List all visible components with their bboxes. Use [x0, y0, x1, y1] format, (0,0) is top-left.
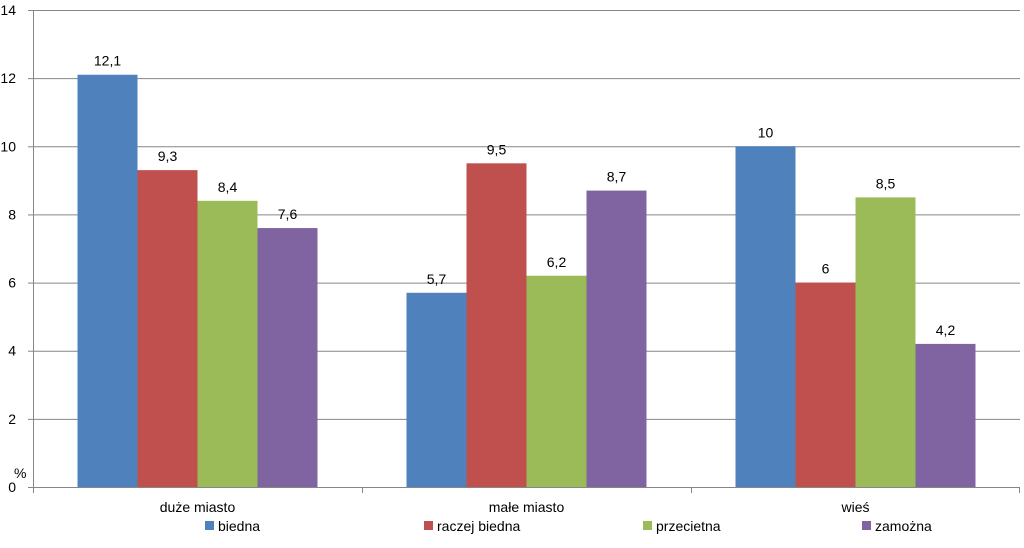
y-tick-label: 10: [0, 138, 16, 154]
legend-item: biedna: [205, 518, 260, 534]
x-category-label: małe miasto: [489, 499, 565, 515]
data-label: 12,1: [94, 53, 121, 69]
legend-item: zamożna: [862, 518, 932, 534]
y-tick-label: 14: [0, 2, 16, 18]
legend-swatch: [205, 521, 214, 530]
bar: [526, 275, 587, 487]
y-axis-unit-label: %: [14, 465, 26, 481]
data-label: 10: [758, 124, 774, 140]
bar: [77, 74, 138, 487]
data-label: 6,2: [547, 254, 567, 270]
data-label: 8,4: [218, 179, 238, 195]
legend-label: przecietna: [656, 518, 721, 534]
legend-item: przecietna: [643, 518, 721, 534]
legend-label: zamożna: [875, 518, 932, 534]
bar: [406, 292, 467, 487]
bars: [77, 74, 976, 488]
data-label: 4,2: [936, 322, 956, 338]
y-tick-label: 12: [0, 70, 16, 86]
legend: biedna raczej biedna przecietna zamożna: [205, 518, 932, 534]
legend-swatch: [424, 521, 433, 530]
bar: [257, 228, 318, 488]
axes: 0 2 4 6 8 10 12 14% duże miasto małe miasto wieś: [0, 2, 1020, 515]
data-label: 9,5: [487, 141, 507, 157]
data-label: 5,7: [427, 271, 447, 287]
data-label: 8,5: [876, 175, 896, 191]
bar: [197, 200, 258, 488]
legend-label: biedna: [218, 518, 260, 534]
bar: [466, 163, 527, 488]
bar: [915, 343, 976, 487]
data-label: 7,6: [278, 206, 298, 222]
y-tick-label: 6: [8, 275, 16, 291]
bar: [735, 146, 796, 488]
y-tick-label: 8: [8, 206, 16, 222]
legend-swatch: [643, 521, 652, 530]
data-label: 6: [822, 261, 830, 277]
x-category-label: duże miasto: [160, 499, 236, 515]
data-labels: 12,1 9,3 8,4 7,6 5,7 9,5 6,2 8,7 10 6 8,5 4,2: [94, 53, 956, 338]
legend-item: raczej biedna: [424, 518, 520, 534]
legend-swatch: [862, 521, 871, 530]
x-category-label: wieś: [840, 499, 869, 515]
bar: [795, 282, 856, 487]
bar: [137, 170, 198, 487]
bar: [855, 197, 916, 487]
y-tick-label: 2: [8, 411, 16, 427]
data-label: 9,3: [158, 148, 178, 164]
y-tick-label: 4: [8, 343, 16, 359]
bar: [586, 190, 647, 488]
data-label: 8,7: [607, 169, 627, 185]
y-tick-label: 0: [8, 479, 16, 495]
legend-label: raczej biedna: [437, 518, 520, 534]
